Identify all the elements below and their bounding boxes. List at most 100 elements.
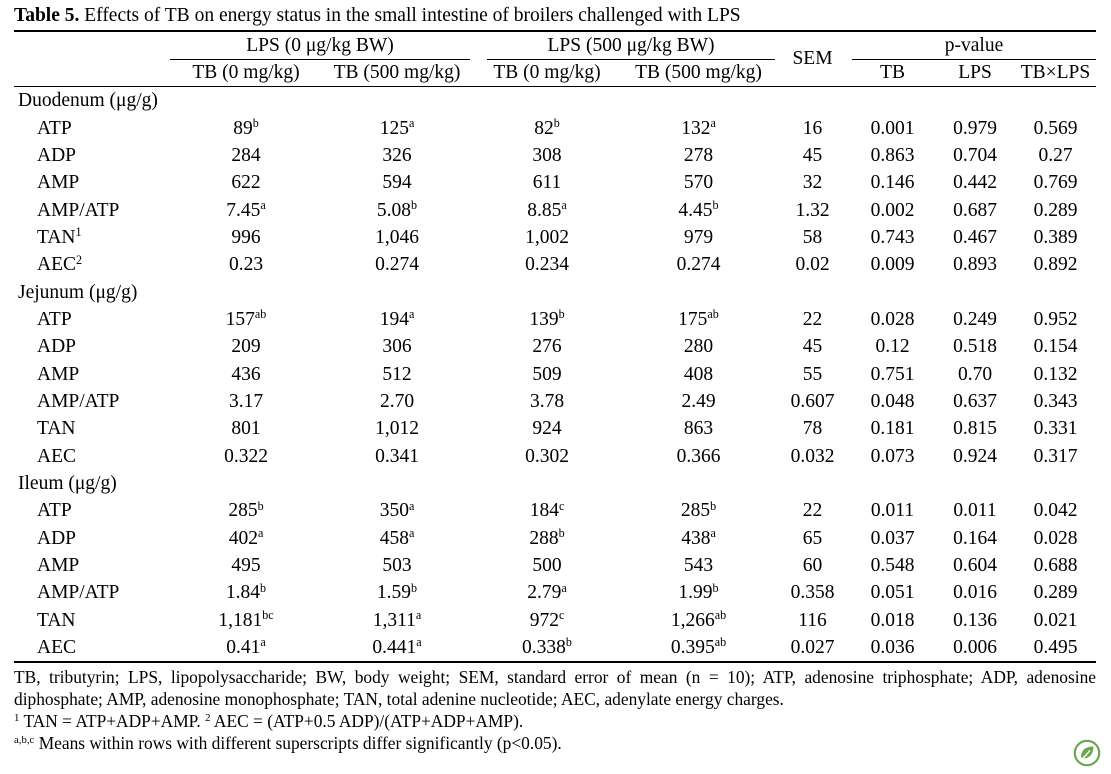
p-tb-x-lps-value: 0.021	[1033, 609, 1078, 631]
table-row: TAN 1,181bc 1,311a 972c 1,266ab 116 0.018 0.136…	[14, 607, 1096, 634]
lps0-tb0-cell: 495	[170, 552, 322, 579]
lps500-tb0-value: 288	[529, 527, 559, 549]
row-label-text: AEC	[37, 637, 76, 659]
p-tb-value: 0.12	[875, 336, 910, 358]
lps500-tb0-value: 0.302	[525, 445, 569, 467]
lps500-tb0-value: 8.85	[527, 199, 562, 221]
p-lps-cell: 0.467	[935, 224, 1015, 251]
p-tb-x-lps-value: 0.495	[1033, 637, 1078, 659]
p-lps-value: 0.164	[953, 527, 997, 549]
p-lps-value: 0.70	[957, 363, 993, 385]
lps0-tb0-value: 0.23	[228, 254, 264, 276]
p-tb-value: 0.751	[870, 363, 915, 385]
p-tb-cell: 0.036	[850, 634, 935, 661]
sem-value: 58	[802, 226, 823, 248]
p-tb-x-lps-value: 0.569	[1033, 117, 1078, 139]
lps0-tb0-value: 7.45	[226, 199, 261, 221]
p-tb-value: 0.181	[870, 418, 915, 440]
sem-value: 32	[802, 172, 823, 194]
tan-formula: TAN = ATP+ADP+AMP.	[23, 711, 201, 731]
significance-superscript: b	[712, 580, 719, 595]
table-row: AMP 436 512 509 408 55 0.751 0.70 0.132	[14, 360, 1096, 387]
lps0-tb0-cell: 284	[170, 142, 322, 169]
p-tb-x-lps-cell: 0.569	[1015, 114, 1096, 141]
sem-cell: 65	[775, 525, 850, 552]
row-label-text: AMP/ATP	[37, 390, 120, 412]
significance-superscript: ab	[714, 608, 727, 623]
table-row: AEC 0.322 0.341 0.302 0.366 0.032 0.073 0.924 0.…	[14, 442, 1096, 469]
lps500-tb0-value: 184	[529, 500, 559, 522]
lps0-tb500-cell: 503	[322, 552, 472, 579]
lps0-tb500-cell: 1,311a	[322, 607, 472, 634]
p-lps-cell: 0.136	[935, 607, 1015, 634]
footnote-marker: a,b,c	[14, 734, 35, 747]
lps0-tb500-value: 0.441	[372, 637, 417, 659]
lps0-tb500-cell: 125a	[322, 114, 472, 141]
lps0-tb0-value: 3.17	[228, 390, 264, 412]
significance-superscript: a	[408, 498, 415, 513]
footnote-marker: 1	[14, 712, 20, 725]
lps0-tb0-cell: 0.23	[170, 251, 322, 278]
table-row: TAN1 996 1,046 1,002 979 58 0.743 0.467 0.389	[14, 224, 1096, 251]
lps0-tb500-cell: 2.70	[322, 388, 472, 415]
lps0-tb500-cell: 1.59b	[322, 579, 472, 606]
row-label: ADP	[14, 525, 170, 552]
lps0-tb0-value: 996	[231, 226, 261, 248]
row-label: ATP	[14, 306, 170, 333]
lps0-tb500-value: 125	[379, 117, 409, 139]
lps0-tb0-cell: 209	[170, 333, 322, 360]
p-tb-cell: 0.028	[850, 306, 935, 333]
significance-superscript: b	[712, 197, 719, 212]
sem-cell: 0.02	[775, 251, 850, 278]
lps0-tb0-value: 209	[231, 336, 261, 358]
p-tb-cell: 0.743	[850, 224, 935, 251]
p-tb-cell: 0.048	[850, 388, 935, 415]
p-tb-x-lps-cell: 0.495	[1015, 634, 1096, 661]
row-label-text: AMP	[37, 555, 80, 577]
lps0-tb0-cell: 0.322	[170, 442, 322, 469]
p-tb-x-lps-cell: 0.389	[1015, 224, 1096, 251]
p-tb-cell: 0.863	[850, 142, 935, 169]
lps0-tb500-cell: 1,012	[322, 415, 472, 442]
p-tb-cell: 0.073	[850, 442, 935, 469]
lps500-tb500-cell: 280	[622, 333, 775, 360]
lps500-tb500-cell: 285b	[622, 497, 775, 524]
row-label-text: AEC	[37, 254, 76, 276]
p-lps-cell: 0.249	[935, 306, 1015, 333]
lps0-tb500-value: 1,046	[375, 226, 419, 248]
sem-value: 116	[798, 609, 827, 631]
p-tb-x-lps-value: 0.688	[1033, 555, 1078, 577]
row-label: ADP	[14, 333, 170, 360]
lps500-tb500-cell: 0.366	[622, 442, 775, 469]
lps0-tb500-cell: 512	[322, 360, 472, 387]
row-label: AMP	[14, 169, 170, 196]
p-tb-cell: 0.146	[850, 169, 935, 196]
lps0-tb0-value: 1.84	[225, 582, 261, 604]
lps0-tb500-cell: 0.341	[322, 442, 472, 469]
lps500-tb0-cell: 500	[472, 552, 622, 579]
lps500-tb0-cell: 0.234	[472, 251, 622, 278]
lps0-tb0-cell: 7.45a	[170, 196, 322, 223]
p-tb-x-lps-value: 0.154	[1033, 336, 1078, 358]
treatment-header-lps0-tb0: TB (0 mg/kg)	[170, 60, 322, 87]
row-label-header	[14, 32, 170, 87]
lps500-tb500-value: 175	[678, 308, 708, 330]
treatment-header-lps500-tb0: TB (0 mg/kg)	[472, 60, 622, 87]
sem-cell: 0.607	[775, 388, 850, 415]
p-tb-x-lps-value: 0.389	[1033, 226, 1078, 248]
leaf-badge-icon	[1073, 739, 1101, 767]
row-label: TAN	[14, 607, 170, 634]
p-lps-cell: 0.70	[935, 360, 1015, 387]
sem-value: 78	[802, 418, 823, 440]
p-tb-x-lps-cell: 0.289	[1015, 196, 1096, 223]
lps0-tb500-cell: 594	[322, 169, 472, 196]
sem-cell: 60	[775, 552, 850, 579]
sem-value: 45	[802, 144, 823, 166]
p-lps-cell: 0.979	[935, 114, 1015, 141]
table-row: AMP/ATP 1.84b 1.59b 2.79a 1.99b 0.358 0.051 0.0…	[14, 579, 1096, 606]
row-label: AMP/ATP	[14, 196, 170, 223]
lps0-tb500-value: 458	[379, 527, 409, 549]
row-label: TAN1	[14, 224, 170, 251]
section-header-row: Jejunum (μg/g)	[14, 278, 1096, 305]
p-tb-x-lps-cell: 0.132	[1015, 360, 1096, 387]
